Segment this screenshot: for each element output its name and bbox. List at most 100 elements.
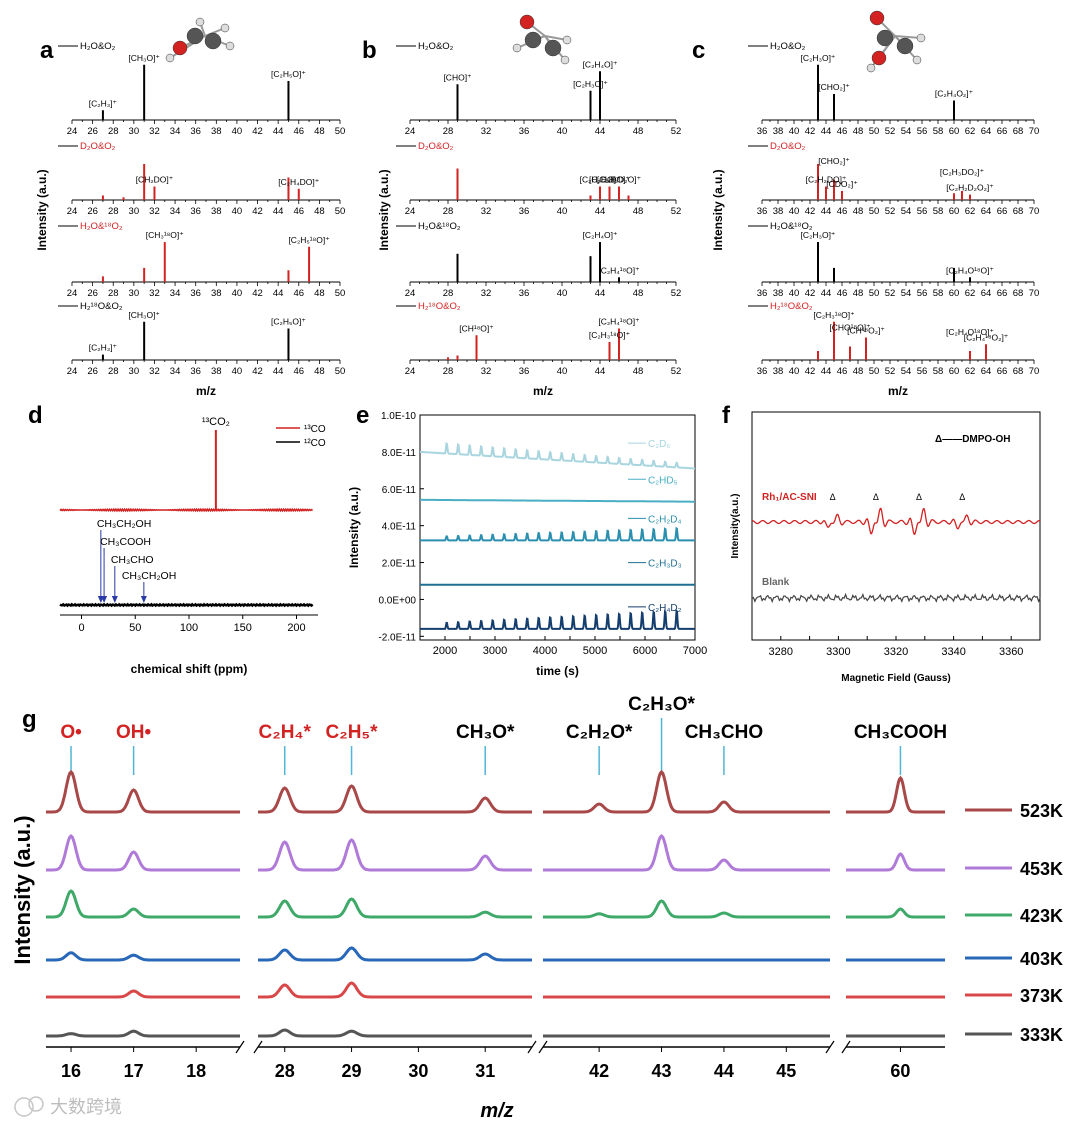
species-label: C₂H₅*	[326, 722, 379, 743]
x-tick-label: 30	[408, 1061, 428, 1081]
x-tick-label: 46	[293, 366, 304, 377]
annotation-arrowhead	[111, 596, 118, 603]
legend-label: 373K	[1020, 986, 1063, 1006]
peak-label: [C₂H₄O₂]⁺	[935, 89, 973, 99]
watermark-logo-icon	[28, 1096, 44, 1112]
peak-label: [C₂H₄¹⁸O₂]⁺	[964, 332, 1009, 342]
y-axis-label: Intensity (a.u.)	[10, 815, 35, 964]
x-tick-label: 50	[335, 288, 346, 299]
x-tick-label: 52	[885, 126, 896, 137]
legend-label: C₂HD₅	[648, 475, 678, 486]
peak-label: [CH₂DO]⁺	[136, 175, 174, 185]
x-tick-label: 36	[190, 288, 201, 299]
panel-e: e 2000 3000 4000 5000 6000 7000 1.0E-10 8.0E-11 6…	[347, 402, 707, 678]
panel-letter-b: b	[362, 37, 377, 64]
series-trace	[46, 834, 240, 872]
x-tick-label: 40	[557, 126, 568, 137]
y-tick-label: 6.0E-11	[382, 485, 417, 496]
peak-label: [CH₃O]⁺	[128, 53, 160, 63]
x-tick-label: 3000	[483, 645, 507, 657]
x-tick-label: 60	[890, 1061, 910, 1081]
species-label: C₂H₃O*	[628, 694, 695, 715]
x-tick-label: 44	[821, 366, 832, 377]
dmpo-marker: Δ	[959, 492, 965, 502]
series-line	[420, 498, 695, 503]
x-tick-label: 3360	[999, 646, 1023, 658]
series-trace	[258, 784, 532, 814]
legend-label: H₂O&¹⁸O₂	[770, 221, 813, 232]
x-tick-label: 40	[232, 206, 243, 217]
x-tick-label: 34	[170, 288, 181, 299]
peak-label: [C₂H₂DO]⁺	[580, 175, 621, 185]
axis-break	[527, 1040, 537, 1054]
spectrum-b-1: 24 28 32 36 40 44 48 52 D₂O&O₂ [C₂H₃DO]⁺[C₂H₂DO]⁺…	[396, 141, 681, 217]
axis-break	[825, 1040, 835, 1054]
x-tick-label: 34	[170, 206, 181, 217]
watermark: 大数跨境	[14, 1096, 122, 1117]
x-tick-label: 44	[595, 206, 606, 217]
x-tick-label: 40	[789, 206, 800, 217]
legend-label: D₂O&O₂	[770, 141, 806, 152]
peak-label: [CH₃¹⁸O]⁺	[146, 230, 184, 240]
spectrum-a-0: 24 26 28 30 32 34 36 38 40 42 44 46 48 50 H₂O&O₂ [C₂H₃]…	[58, 41, 345, 137]
x-tick-label: 62	[965, 366, 976, 377]
x-tick-label: 3340	[941, 646, 965, 658]
x-tick-label: 50	[335, 366, 346, 377]
panel-letter-c: c	[692, 37, 705, 64]
x-tick-label: 34	[170, 366, 181, 377]
series-13co-line	[59, 507, 314, 513]
species-label: C₂H₂O*	[566, 722, 633, 743]
x-tick-label: 34	[170, 126, 181, 137]
x-tick-label: 32	[149, 126, 160, 137]
x-tick-label: 3280	[769, 646, 793, 658]
x-tick-label: 40	[232, 288, 243, 299]
species-label: OH•	[116, 722, 152, 743]
atom	[866, 63, 876, 73]
peak-label: [C₂H₄O]⁺	[583, 59, 618, 69]
x-tick-label: 48	[853, 126, 864, 137]
atom	[172, 40, 188, 56]
peak-label: [C₂H₃¹⁸O]⁺	[589, 330, 630, 340]
atom	[876, 29, 894, 47]
legend-label: H₂O&O₂	[418, 41, 454, 52]
atom	[519, 14, 535, 30]
x-tick-label: 44	[821, 206, 832, 217]
x-tick-label: 54	[901, 126, 912, 137]
x-tick-label: 44	[273, 288, 284, 299]
peak-label: [CH₃O]⁺	[128, 310, 160, 320]
peak-label: [C₂H₂D₂O₂]⁺	[946, 183, 993, 193]
x-tick-label: 36	[519, 126, 530, 137]
spectrum-c-0: 36 38 40 42 44 46 48 50 52 54 56 58 60 62 64 66 68 70 H₂O&…	[748, 41, 1039, 137]
x-tick-label: 42	[805, 366, 816, 377]
series-label: Rh₁/AC-SNI	[762, 492, 817, 503]
x-tick-label: 64	[981, 366, 992, 377]
x-tick-label: 32	[481, 366, 492, 377]
legend-label: C₂H₄D₂	[648, 603, 682, 614]
atom	[195, 17, 205, 27]
x-tick-label: 44	[273, 206, 284, 217]
x-tick-label: 52	[671, 126, 682, 137]
x-tick-label: 40	[789, 288, 800, 299]
dmpo-marker: Δ	[873, 492, 879, 502]
panel-letter-f: f	[722, 402, 731, 429]
x-tick-label: 18	[186, 1061, 206, 1081]
x-tick-label: 48	[633, 206, 644, 217]
y-tick-label: 1.0E-10	[381, 411, 416, 422]
x-tick-label: 48	[633, 288, 644, 299]
x-tick-label: 70	[1029, 206, 1040, 217]
x-tick-label: 52	[885, 206, 896, 217]
peak-label: [C₂H₃O]⁺	[573, 79, 608, 89]
plot-frame	[419, 414, 696, 641]
panel-letter-e: e	[356, 402, 369, 429]
x-tick-label: 52	[671, 206, 682, 217]
x-tick-label: 26	[87, 126, 98, 137]
y-tick-label: 2.0E-11	[382, 559, 417, 570]
x-tick-label: 58	[933, 288, 944, 299]
x-tick-label: 42	[805, 126, 816, 137]
x-tick-label: 38	[773, 288, 784, 299]
x-tick-label: 42	[252, 126, 263, 137]
peak-label: [C₂H₃]⁺	[89, 98, 117, 108]
atom	[225, 41, 235, 51]
x-tick-label: 48	[853, 366, 864, 377]
